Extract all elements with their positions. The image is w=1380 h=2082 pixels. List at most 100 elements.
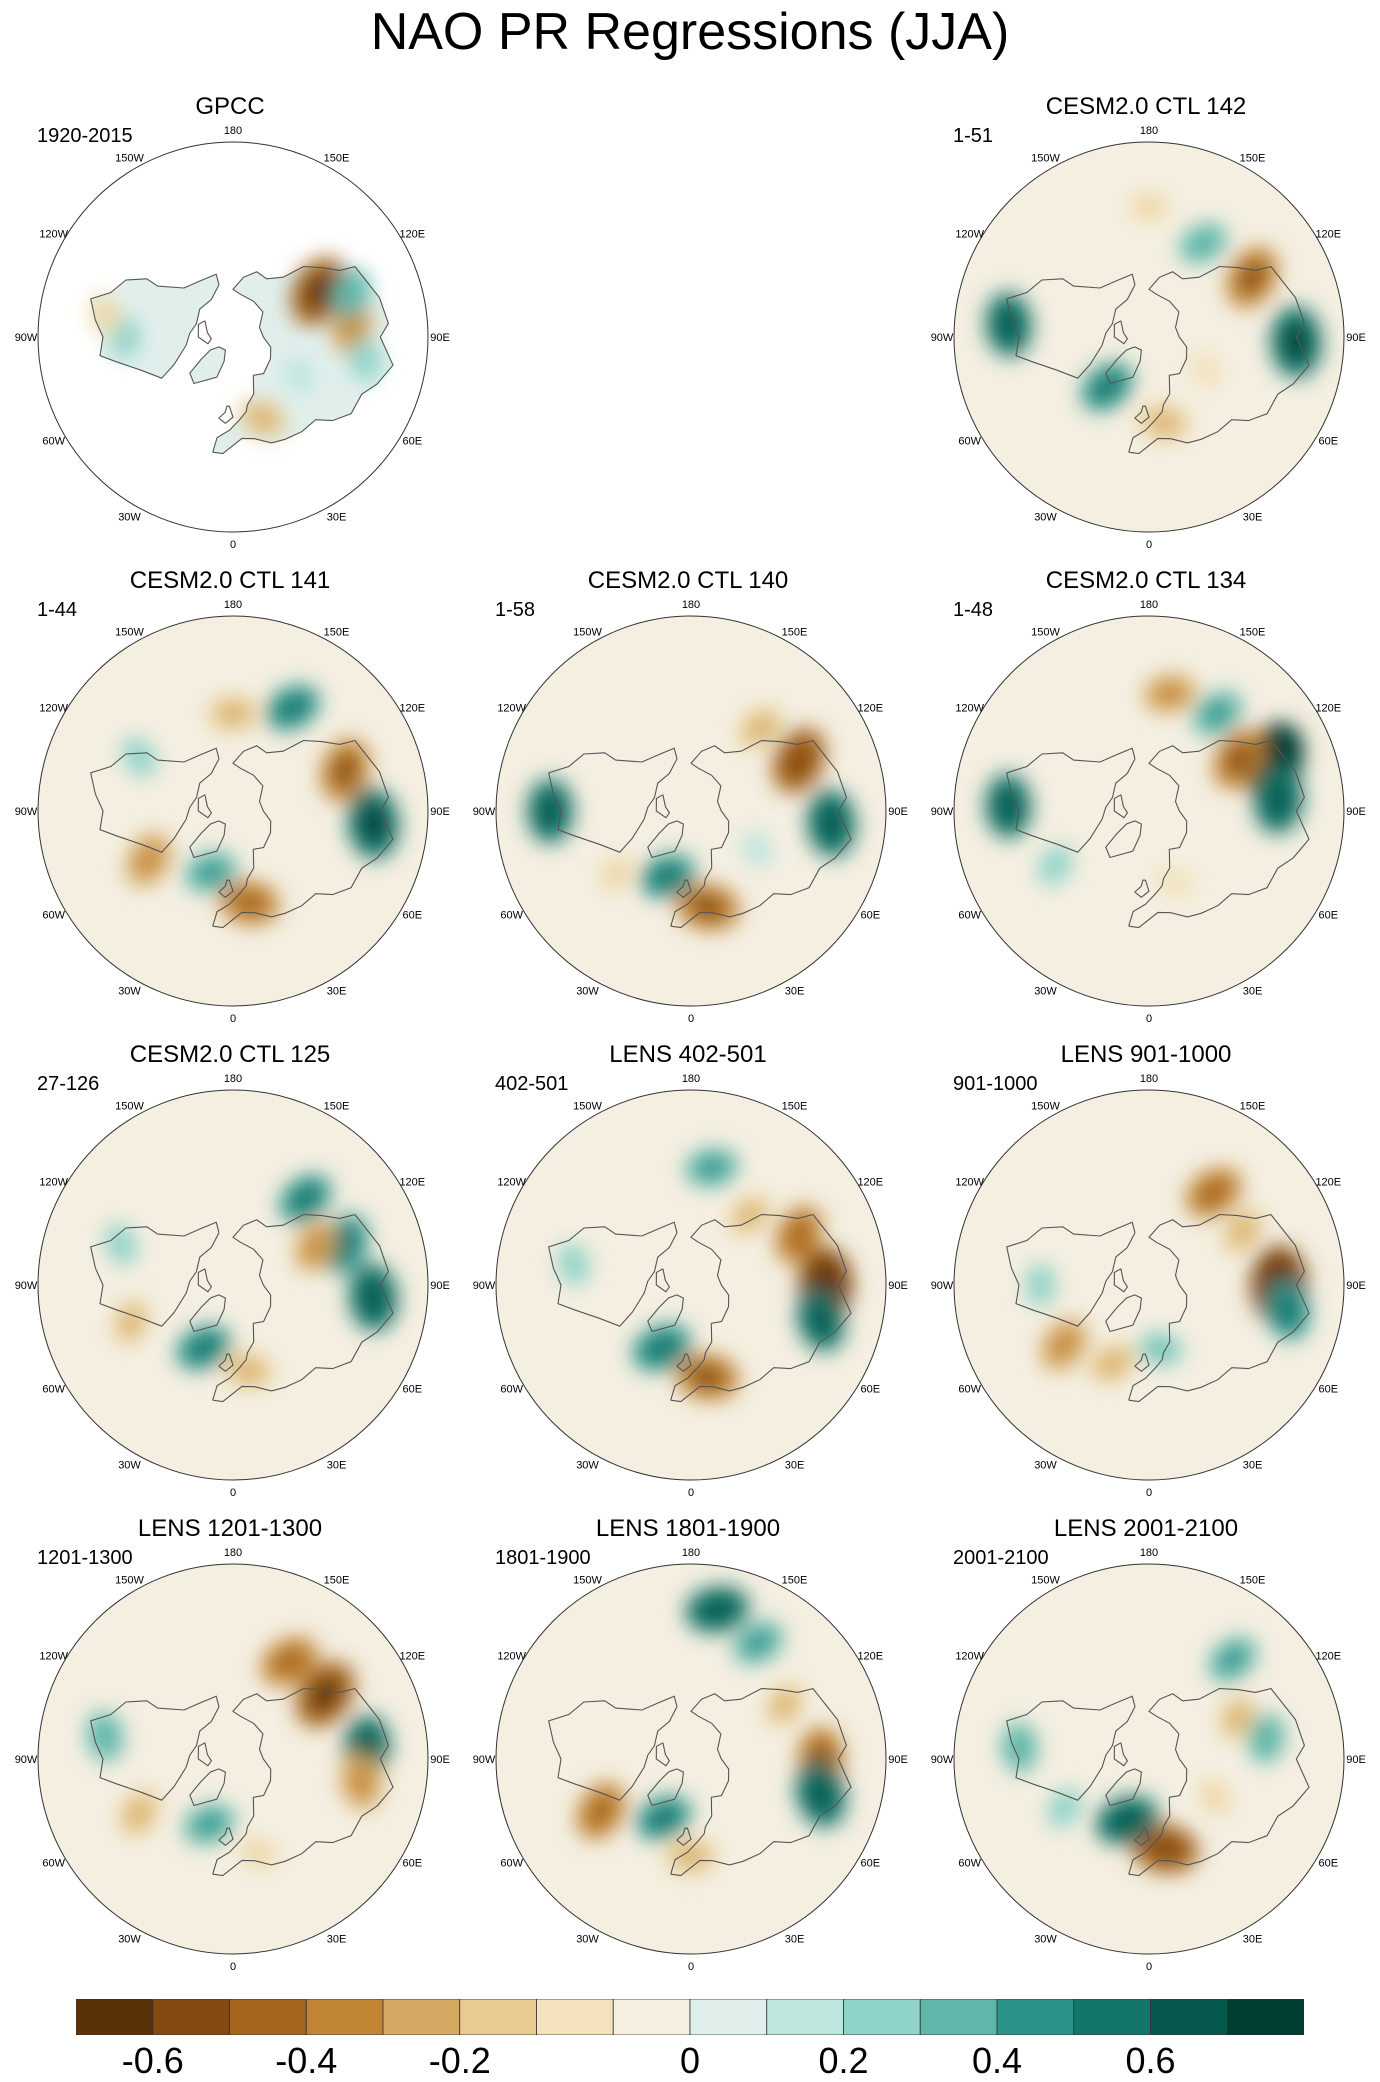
coastline: [676, 1353, 692, 1373]
longitude-label: 0: [230, 539, 236, 551]
panel-title: LENS 402-501: [609, 1041, 767, 1068]
anomaly-core: [1052, 1331, 1076, 1358]
anomaly-core: [749, 717, 772, 739]
map-background: [38, 142, 428, 532]
longitude-label: 120W: [39, 229, 68, 241]
anomaly-core: [350, 1767, 372, 1796]
panel-period: 901-1000: [953, 1073, 1038, 1095]
colorbar-swatch: [382, 1999, 461, 2035]
longitude-label: 30W: [1034, 1459, 1057, 1471]
coastline: [1006, 1695, 1136, 1801]
anomaly-core: [649, 1806, 678, 1829]
anomaly-core: [808, 1303, 833, 1336]
longitude-label: 120W: [955, 229, 984, 241]
anomaly-core: [1232, 1219, 1253, 1243]
longitude-label: 90E: [888, 1280, 908, 1292]
coastline: [197, 1742, 213, 1767]
map-background: [38, 616, 428, 1006]
colorbar-tick-label: -0.6: [121, 2040, 184, 2081]
panel-period: 1-51: [953, 125, 994, 147]
longitude-label: 150W: [1031, 1575, 1060, 1587]
coastline: [1128, 1687, 1310, 1877]
longitude-label: 180: [682, 1547, 700, 1559]
anomaly-core: [808, 1777, 834, 1811]
anomaly-core: [360, 805, 387, 842]
longitude-label: 0: [230, 1961, 236, 1973]
map-panel: LENS 1801-1900 1801-1900 0 30E 60E 90E 120E 150…: [458, 1514, 918, 1988]
longitude-label: 60E: [861, 1858, 881, 1870]
anomaly-core: [220, 704, 246, 723]
longitude-label: 90E: [430, 1280, 450, 1292]
map-border: [953, 615, 1345, 1007]
longitude-label: 180: [1140, 125, 1158, 137]
longitude-label: 0: [230, 1487, 236, 1499]
anomaly-core: [341, 312, 362, 341]
panel-title: CESM2.0 CTL 141: [129, 567, 331, 594]
anomaly-core: [739, 1205, 760, 1226]
panel-title: GPCC: [195, 93, 265, 120]
colorbar-tick-label: 0: [679, 2040, 701, 2081]
longitude-label: 150E: [324, 153, 350, 165]
longitude-label: 90W: [15, 332, 38, 344]
panel-period: 2001-2100: [953, 1547, 1049, 1569]
anomaly-core: [819, 806, 844, 841]
longitude-label: 150W: [115, 1575, 144, 1587]
anomaly-core: [1197, 360, 1214, 379]
map-panel: LENS 402-501 402-501 0 30E 60E 90E 120E 150E 180…: [458, 1040, 918, 1514]
longitude-label: 90W: [15, 1754, 38, 1766]
longitude-label: 30E: [327, 1459, 347, 1471]
anomaly-core: [775, 1693, 794, 1716]
anomaly-core: [785, 744, 813, 777]
longitude-label: 150W: [1031, 153, 1060, 165]
longitude-label: 150E: [1240, 153, 1266, 165]
polar-map: 0 30E 60E 90E 120E 150E 180 150W 120W 90W 60W 30W: [931, 125, 1366, 551]
anomaly-core: [1220, 1648, 1245, 1671]
coastline: [1006, 747, 1136, 853]
anomaly-core: [1046, 855, 1064, 876]
longitude-label: 30E: [1243, 511, 1263, 523]
longitude-label: 150W: [1031, 627, 1060, 639]
longitude-label: 90W: [473, 1280, 496, 1292]
anomaly-core: [653, 865, 682, 887]
longitude-label: 120W: [497, 1651, 526, 1663]
map-border: [495, 615, 887, 1007]
panel-period: 402-501: [495, 1073, 569, 1095]
anomaly-core: [130, 746, 148, 767]
longitude-label: 120E: [399, 1177, 425, 1189]
coastline: [1113, 320, 1129, 345]
polar-map: 0 30E 60E 90E 120E 150E 180 150W 120W 90W 60W 30W: [473, 1547, 908, 1973]
anomaly-core: [95, 1724, 115, 1749]
coastline: [676, 1827, 692, 1847]
panel-period: 1-58: [495, 599, 536, 621]
anomaly-core: [196, 1814, 223, 1835]
colorbar-swatch: [843, 1999, 921, 2035]
colorbar-swatch: [229, 1999, 307, 2035]
map-panel: CESM2.0 CTL 125 27-126 0 30E 60E 90E 120E 150E 1…: [0, 1040, 460, 1514]
longitude-label: 150W: [573, 1575, 602, 1587]
longitude-label: 30W: [576, 1933, 599, 1945]
anomaly-core: [250, 409, 275, 428]
polar-map: 0 30E 60E 90E 120E 150E 180 150W 120W 90W 60W 30W: [15, 125, 450, 551]
colorbar-swatch: [689, 1999, 768, 2035]
anomaly-core: [1257, 1725, 1276, 1751]
colorbar-swatch: [459, 1999, 537, 2035]
longitude-label: 60W: [958, 910, 981, 922]
longitude-label: 180: [682, 599, 700, 611]
longitude-label: 60E: [1319, 910, 1339, 922]
longitude-label: 180: [1140, 1073, 1158, 1085]
anomaly-core: [332, 754, 358, 786]
longitude-label: 30E: [1243, 1459, 1263, 1471]
colorbar-svg: [76, 1999, 1304, 2035]
longitude-label: 180: [224, 1547, 242, 1559]
longitude-label: 120W: [955, 1177, 984, 1189]
coastline: [548, 1695, 678, 1801]
map-background: [496, 616, 886, 1006]
anomaly-core: [787, 1220, 811, 1250]
panel-period: 27-126: [37, 1073, 100, 1095]
panel-period: 1-48: [953, 599, 994, 621]
longitude-label: 60W: [958, 1384, 981, 1396]
longitude-label: 120E: [399, 1651, 425, 1663]
coastline: [218, 879, 234, 899]
anomaly-core: [1147, 1836, 1182, 1861]
longitude-label: 30W: [1034, 985, 1057, 997]
